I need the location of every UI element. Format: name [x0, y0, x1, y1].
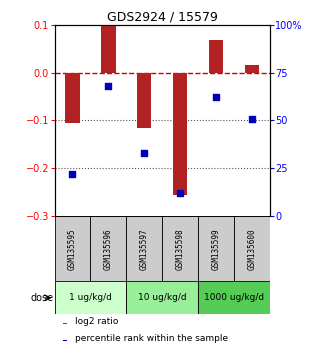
Point — [142, 150, 147, 156]
Bar — [198, 216, 234, 281]
Bar — [101, 26, 116, 73]
Bar — [55, 281, 126, 314]
Text: GSM135598: GSM135598 — [176, 228, 185, 270]
Bar — [91, 216, 126, 281]
Bar — [209, 40, 223, 73]
Bar — [65, 73, 80, 123]
Bar — [234, 216, 270, 281]
Bar — [137, 73, 152, 127]
Bar — [63, 323, 67, 324]
Bar — [245, 65, 259, 73]
Text: 1000 ug/kg/d: 1000 ug/kg/d — [204, 293, 264, 302]
Bar — [173, 73, 187, 195]
Point — [249, 116, 254, 121]
Point — [213, 95, 218, 100]
Text: GSM135597: GSM135597 — [140, 228, 149, 270]
Text: dose: dose — [31, 293, 54, 303]
Bar — [55, 216, 91, 281]
Bar — [126, 281, 198, 314]
Point — [106, 83, 111, 89]
Bar — [63, 340, 67, 341]
Text: GSM135600: GSM135600 — [247, 228, 256, 270]
Point — [70, 171, 75, 177]
Title: GDS2924 / 15579: GDS2924 / 15579 — [107, 11, 218, 24]
Text: 1 ug/kg/d: 1 ug/kg/d — [69, 293, 112, 302]
Text: GSM135595: GSM135595 — [68, 228, 77, 270]
Text: GSM135596: GSM135596 — [104, 228, 113, 270]
Text: log2 ratio: log2 ratio — [75, 317, 118, 326]
Point — [178, 190, 183, 196]
Text: 10 ug/kg/d: 10 ug/kg/d — [138, 293, 187, 302]
Bar — [198, 281, 270, 314]
Text: GSM135599: GSM135599 — [211, 228, 221, 270]
Text: percentile rank within the sample: percentile rank within the sample — [75, 334, 228, 343]
Bar — [126, 216, 162, 281]
Bar — [162, 216, 198, 281]
